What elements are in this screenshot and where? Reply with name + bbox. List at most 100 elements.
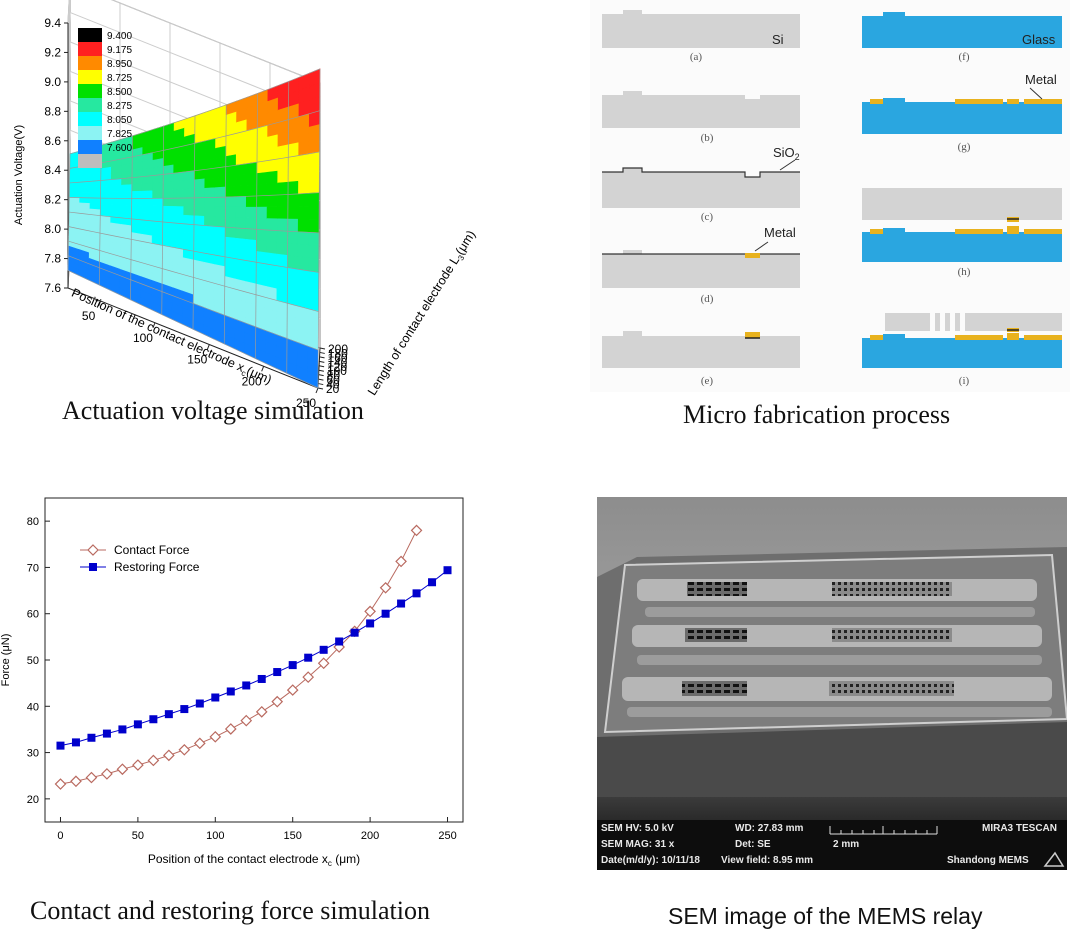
surface-patch bbox=[173, 197, 185, 207]
restoring-force-point bbox=[118, 725, 127, 734]
surface-patch bbox=[287, 206, 299, 220]
z-tick-label: 8.6 bbox=[44, 134, 61, 148]
step-b: (b) bbox=[602, 91, 800, 144]
surface-patch bbox=[276, 253, 288, 268]
surface-patch bbox=[193, 224, 205, 236]
surface-patch bbox=[267, 158, 279, 173]
surface-patch bbox=[235, 174, 247, 187]
surface-patch bbox=[68, 197, 80, 204]
surface-patch bbox=[225, 185, 237, 198]
surface-legend: 9.400 9.175 8.950 8.725 8.500 8.275 8.050 7.825… bbox=[78, 28, 132, 168]
y-tick-label: 140 bbox=[327, 355, 347, 369]
surface-patch bbox=[131, 190, 143, 199]
legend-value: 8.950 bbox=[107, 59, 132, 70]
legend-swatch bbox=[78, 126, 102, 140]
restoring-force-point bbox=[71, 738, 80, 747]
surface-patch bbox=[224, 236, 236, 249]
x-tick-label: 250 bbox=[296, 396, 316, 410]
surface-patch bbox=[256, 148, 268, 163]
x-tick-label: 200 bbox=[242, 374, 262, 388]
legend-marker bbox=[87, 544, 99, 556]
legend-value: 9.175 bbox=[107, 45, 132, 56]
surface-patch bbox=[173, 171, 185, 182]
surface-patch bbox=[298, 166, 310, 182]
y-axis-label: Length of contact electrode L3(μm) bbox=[365, 228, 480, 399]
surface-patch bbox=[308, 178, 320, 194]
sem-panel bbox=[597, 497, 1069, 870]
surface-patch bbox=[277, 144, 289, 160]
surface-patch bbox=[277, 218, 289, 232]
x-tick-label: 150 bbox=[284, 830, 302, 842]
surface-patch bbox=[256, 206, 268, 219]
contact-force-point bbox=[147, 754, 160, 767]
restoring-force-point bbox=[350, 628, 359, 637]
sem-wd: WD: 27.83 mm bbox=[735, 823, 804, 834]
contact-force-point bbox=[364, 605, 376, 618]
x-tick-label: 100 bbox=[133, 331, 153, 345]
x-tick-label: 100 bbox=[206, 830, 224, 842]
surface-patch bbox=[89, 191, 101, 199]
sem-info-bar: SEM HV: 5.0 kV WD: 27.83 mm MIRA3 TESCAN… bbox=[597, 820, 1067, 870]
restoring-force-point bbox=[164, 710, 173, 719]
surface-patch bbox=[277, 156, 289, 172]
z-tick-label: 8.2 bbox=[44, 193, 61, 207]
voltage-surface-chart: 7.6 7.8 8.0 8.2 8.4 8.6 8.8 9.0 9.2 9.4 50 100 150 20… bbox=[13, 0, 480, 410]
series-line-1 bbox=[60, 569, 448, 747]
y-tick-mark bbox=[319, 356, 325, 359]
surface-grid-line bbox=[69, 192, 320, 199]
y-tick-label: 60 bbox=[326, 373, 340, 387]
surface-patch bbox=[100, 197, 112, 205]
svg-text:(d): (d) bbox=[701, 293, 714, 305]
y-tick-mark bbox=[318, 374, 324, 377]
svg-text:(e): (e) bbox=[701, 375, 714, 387]
surface-patch bbox=[266, 241, 278, 255]
surface-patch bbox=[131, 198, 143, 206]
surface-grid-line bbox=[69, 110, 320, 169]
restoring-force-point bbox=[335, 637, 344, 646]
surface-patch bbox=[224, 216, 237, 229]
surface-patch bbox=[68, 192, 81, 199]
surface-patch bbox=[172, 206, 185, 216]
legend-swatch bbox=[78, 98, 102, 112]
surface-grid-line bbox=[69, 68, 321, 155]
surface-patch bbox=[308, 205, 320, 220]
x-tick-mark bbox=[261, 366, 265, 372]
surface-patch bbox=[193, 215, 205, 226]
restoring-force-point bbox=[273, 668, 282, 677]
box-edge bbox=[111, 0, 321, 84]
surface-patch bbox=[110, 197, 122, 206]
restoring-force-point bbox=[87, 733, 96, 742]
x-tick-label: 50 bbox=[82, 309, 96, 323]
surface-patch bbox=[255, 250, 268, 265]
surface-patch bbox=[308, 165, 320, 181]
x-tick-mark bbox=[206, 344, 210, 350]
svg-text:(i): (i) bbox=[959, 375, 970, 387]
restoring-force-point bbox=[366, 619, 375, 628]
surface-patch bbox=[110, 204, 122, 212]
surface-patch bbox=[298, 140, 310, 156]
surface-patch bbox=[245, 238, 257, 252]
surface-patch bbox=[204, 187, 216, 198]
y-tick-label: 120 bbox=[327, 360, 347, 374]
surface-patch bbox=[235, 206, 247, 219]
surface-patch bbox=[287, 243, 299, 258]
y-tick-mark bbox=[319, 365, 325, 368]
sem-scale-bar bbox=[829, 826, 938, 835]
surface-patch bbox=[194, 159, 206, 172]
surface-grid-line bbox=[317, 68, 321, 389]
svg-text:(g): (g) bbox=[958, 141, 971, 153]
y-tick-label: 70 bbox=[27, 562, 39, 574]
svg-text:Metal: Metal bbox=[1025, 72, 1057, 87]
surface-patch bbox=[287, 142, 300, 158]
surface-patch bbox=[173, 189, 185, 199]
y-tick-label: 160 bbox=[328, 351, 348, 365]
contact-force-point bbox=[302, 671, 315, 683]
surface-patch bbox=[79, 192, 91, 199]
y-tick-mark bbox=[319, 351, 325, 354]
legend-swatch bbox=[78, 28, 102, 42]
surface-patch bbox=[277, 206, 289, 220]
z-axis-label: Actuation Voltage(V) bbox=[13, 125, 25, 225]
y-tick-label: 50 bbox=[27, 655, 39, 667]
y-tick-label: 100 bbox=[327, 364, 347, 378]
y-tick-label: 200 bbox=[328, 342, 348, 356]
